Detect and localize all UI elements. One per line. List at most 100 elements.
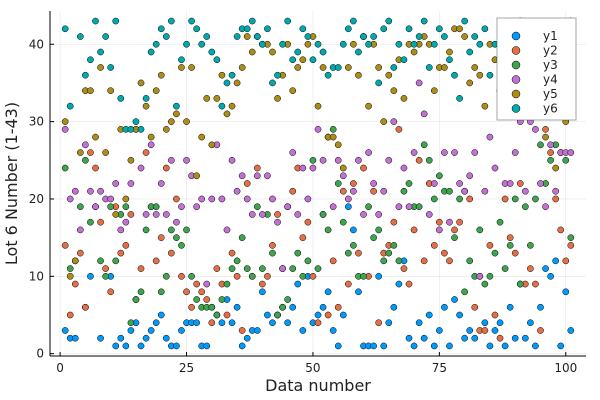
data-point-y2: [188, 303, 195, 311]
data-point-y4: [461, 187, 468, 195]
data-point-y1: [238, 342, 246, 350]
data-point-y2: [547, 149, 554, 156]
data-point-y6: [319, 48, 327, 56]
data-point-y4: [309, 164, 317, 172]
data-point-y6: [137, 126, 145, 133]
data-point-y4: [567, 149, 575, 156]
series-y4: [61, 79, 575, 288]
data-point-y4: [344, 195, 352, 203]
data-point-y1: [173, 342, 180, 350]
data-point-y2: [208, 319, 216, 327]
data-point-y6: [193, 25, 200, 33]
data-point-y4: [542, 203, 549, 211]
data-point-y6: [456, 95, 463, 102]
data-point-y6: [274, 71, 281, 79]
data-point-y3: [178, 242, 185, 249]
data-point-y4: [117, 226, 125, 234]
data-point-y2: [471, 303, 479, 311]
x-axis-label: Data number: [265, 376, 371, 395]
data-point-y2: [511, 249, 519, 257]
data-point-y4: [97, 187, 104, 195]
data-point-y5: [289, 87, 297, 95]
data-point-y6: [344, 25, 352, 33]
data-point-y3: [193, 296, 200, 303]
data-point-y4: [436, 226, 443, 234]
data-point-y6: [441, 33, 448, 40]
data-point-y1: [344, 203, 352, 211]
data-point-y4: [350, 187, 357, 195]
data-point-y3: [420, 141, 428, 149]
data-point-y2: [309, 272, 317, 280]
data-point-y2: [314, 319, 322, 327]
data-point-y3: [567, 234, 575, 241]
data-point-y3: [380, 257, 388, 265]
legend-label-y4: y4: [543, 73, 558, 87]
data-point-y4: [137, 164, 145, 172]
data-point-y2: [92, 164, 99, 172]
data-point-y4: [339, 172, 347, 180]
data-point-y6: [117, 95, 125, 102]
data-point-y3: [456, 195, 463, 203]
data-point-y3: [188, 272, 195, 280]
data-point-y1: [334, 342, 342, 350]
data-point-y1: [319, 303, 327, 311]
data-point-y1: [233, 303, 241, 311]
data-point-y4: [82, 141, 89, 149]
data-point-y1: [314, 311, 322, 319]
data-point-y5: [476, 71, 484, 79]
data-point-y3: [253, 203, 261, 211]
data-point-y2: [238, 327, 246, 334]
data-point-y2: [213, 265, 221, 272]
data-point-y6: [147, 48, 155, 56]
data-point-y6: [112, 17, 120, 25]
data-point-y1: [259, 288, 266, 296]
data-point-y4: [274, 218, 281, 226]
data-point-y2: [405, 280, 413, 288]
data-point-y3: [329, 126, 337, 133]
data-point-y2: [243, 180, 251, 187]
data-point-y4: [178, 203, 185, 211]
data-point-y4: [243, 195, 251, 203]
y-tick-label: 0: [36, 347, 44, 361]
data-point-y4: [532, 126, 539, 133]
data-point-y1: [511, 334, 519, 342]
data-point-y2: [173, 195, 180, 203]
data-point-y2: [446, 257, 453, 265]
data-point-y3: [61, 164, 69, 172]
data-point-y2: [491, 311, 499, 319]
data-point-y6: [208, 48, 216, 56]
data-point-y5: [274, 95, 281, 102]
data-point-y3: [213, 311, 221, 319]
data-point-y1: [193, 319, 200, 327]
data-point-y4: [299, 164, 307, 172]
data-point-y3: [319, 211, 327, 218]
data-point-y3: [491, 249, 499, 257]
data-point-y1: [521, 334, 529, 342]
data-point-y4: [218, 195, 226, 203]
data-point-y5: [329, 133, 337, 141]
data-point-y2: [496, 334, 504, 342]
data-point-y2: [193, 280, 200, 288]
data-point-y1: [506, 303, 514, 311]
data-point-y1: [142, 334, 150, 342]
data-point-y6: [243, 25, 251, 33]
data-point-y5: [193, 172, 200, 180]
data-point-y2: [334, 303, 342, 311]
y-tick-label: 40: [29, 37, 44, 51]
data-point-y4: [183, 156, 190, 164]
data-point-y3: [162, 272, 170, 280]
data-point-y2: [552, 195, 560, 203]
data-point-y1: [152, 319, 160, 327]
data-point-y6: [425, 64, 433, 71]
data-point-y1: [501, 342, 509, 350]
data-point-y4: [92, 203, 99, 211]
data-point-y6: [395, 40, 403, 48]
data-point-y2: [339, 187, 347, 195]
data-point-y3: [228, 265, 236, 272]
data-point-y2: [542, 126, 549, 133]
data-point-y6: [486, 71, 494, 79]
data-point-y5: [76, 149, 84, 156]
data-point-y3: [97, 257, 104, 265]
data-point-y1: [456, 311, 463, 319]
